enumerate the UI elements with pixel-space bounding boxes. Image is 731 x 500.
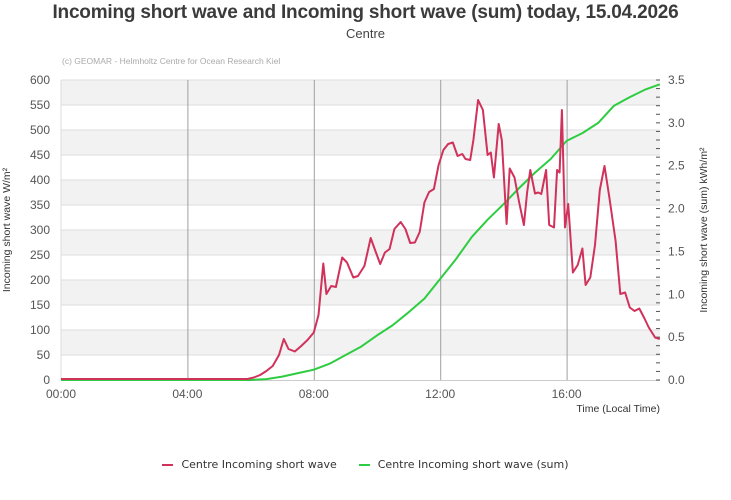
legend-swatch-shortwave	[162, 463, 174, 466]
legend-item-shortwave[interactable]: Centre Incoming short wave	[162, 458, 337, 471]
grid-band	[61, 130, 660, 155]
y-tick-label: 350	[30, 198, 50, 212]
y-tick-label: 450	[30, 148, 50, 162]
y2-tick-label: 1.5	[668, 244, 685, 258]
y-tick-label: 300	[30, 223, 50, 237]
x-tick-label: 04:00	[172, 387, 202, 401]
y-tick-label: 400	[30, 173, 50, 187]
y-tick-label: 0	[43, 373, 50, 387]
line-chart: 0 50 100 150 200 250 300 350 400 450 500 550 600 0.0…	[1, 73, 710, 415]
y-tick-label: 250	[30, 248, 50, 262]
y2-tick-label: 2.0	[668, 202, 685, 216]
y2-tick-label: 2.5	[668, 159, 685, 173]
grid-band	[61, 80, 660, 105]
y2-tick-label: 0.0	[668, 373, 685, 387]
x-tick-label: 12:00	[425, 387, 455, 401]
legend: Centre Incoming short wave Centre Incomi…	[0, 458, 731, 471]
grid-band	[61, 280, 660, 305]
grid-band	[61, 330, 660, 355]
grid-band	[61, 355, 660, 380]
y-tick-label: 500	[30, 123, 50, 137]
x-tick-label: 16:00	[552, 387, 582, 401]
y2-tick-label: 3.5	[668, 73, 685, 87]
y2-tick-label: 1.0	[668, 287, 685, 301]
legend-swatch-sum	[358, 463, 370, 466]
left-axis-ticks: 0 50 100 150 200 250 300 350 400 450 500 550 600	[30, 73, 50, 387]
chart-title: Incoming short wave and Incoming short w…	[52, 2, 679, 23]
grid-band	[61, 230, 660, 255]
grid-band	[61, 205, 660, 230]
legend-label-shortwave: Centre Incoming short wave	[181, 458, 337, 471]
right-axis-ticks: 0.0 0.5 1.0 1.5 2.0 2.5 3.0 3.5	[656, 73, 685, 387]
y-tick-label: 50	[37, 348, 51, 362]
y2-tick-label: 3.0	[668, 116, 685, 130]
chart-subtitle: Centre	[345, 26, 386, 41]
x-axis-ticks: 00:00 04:00 08:00 12:00 16:00	[46, 387, 582, 401]
x-axis-title: Time (Local Time)	[576, 403, 660, 415]
right-axis-title: Incoming short wave (sum) kWh/m²	[698, 147, 710, 313]
y-tick-label: 600	[30, 73, 50, 87]
left-axis-title: Incoming short wave W/m²	[1, 167, 13, 292]
series-line-shortwave[interactable]	[61, 99, 661, 380]
credit-text: (c) GEOMAR - Helmholtz Centre for Ocean …	[62, 56, 281, 66]
legend-label-sum: Centre Incoming short wave (sum)	[377, 458, 569, 471]
grid-band	[61, 180, 660, 205]
y-tick-label: 200	[30, 273, 50, 287]
grid-band	[61, 155, 660, 180]
grid-band	[61, 255, 660, 280]
y-tick-label: 150	[30, 298, 50, 312]
y2-tick-label: 0.5	[668, 330, 685, 344]
legend-item-sum[interactable]: Centre Incoming short wave (sum)	[358, 458, 569, 471]
x-tick-label: 00:00	[46, 387, 76, 401]
x-tick-label: 08:00	[299, 387, 329, 401]
grid-band	[61, 305, 660, 330]
grid-band	[61, 105, 660, 130]
y-tick-label: 550	[30, 98, 50, 112]
y-tick-label: 100	[30, 323, 50, 337]
series-line-sum[interactable]	[61, 83, 661, 381]
